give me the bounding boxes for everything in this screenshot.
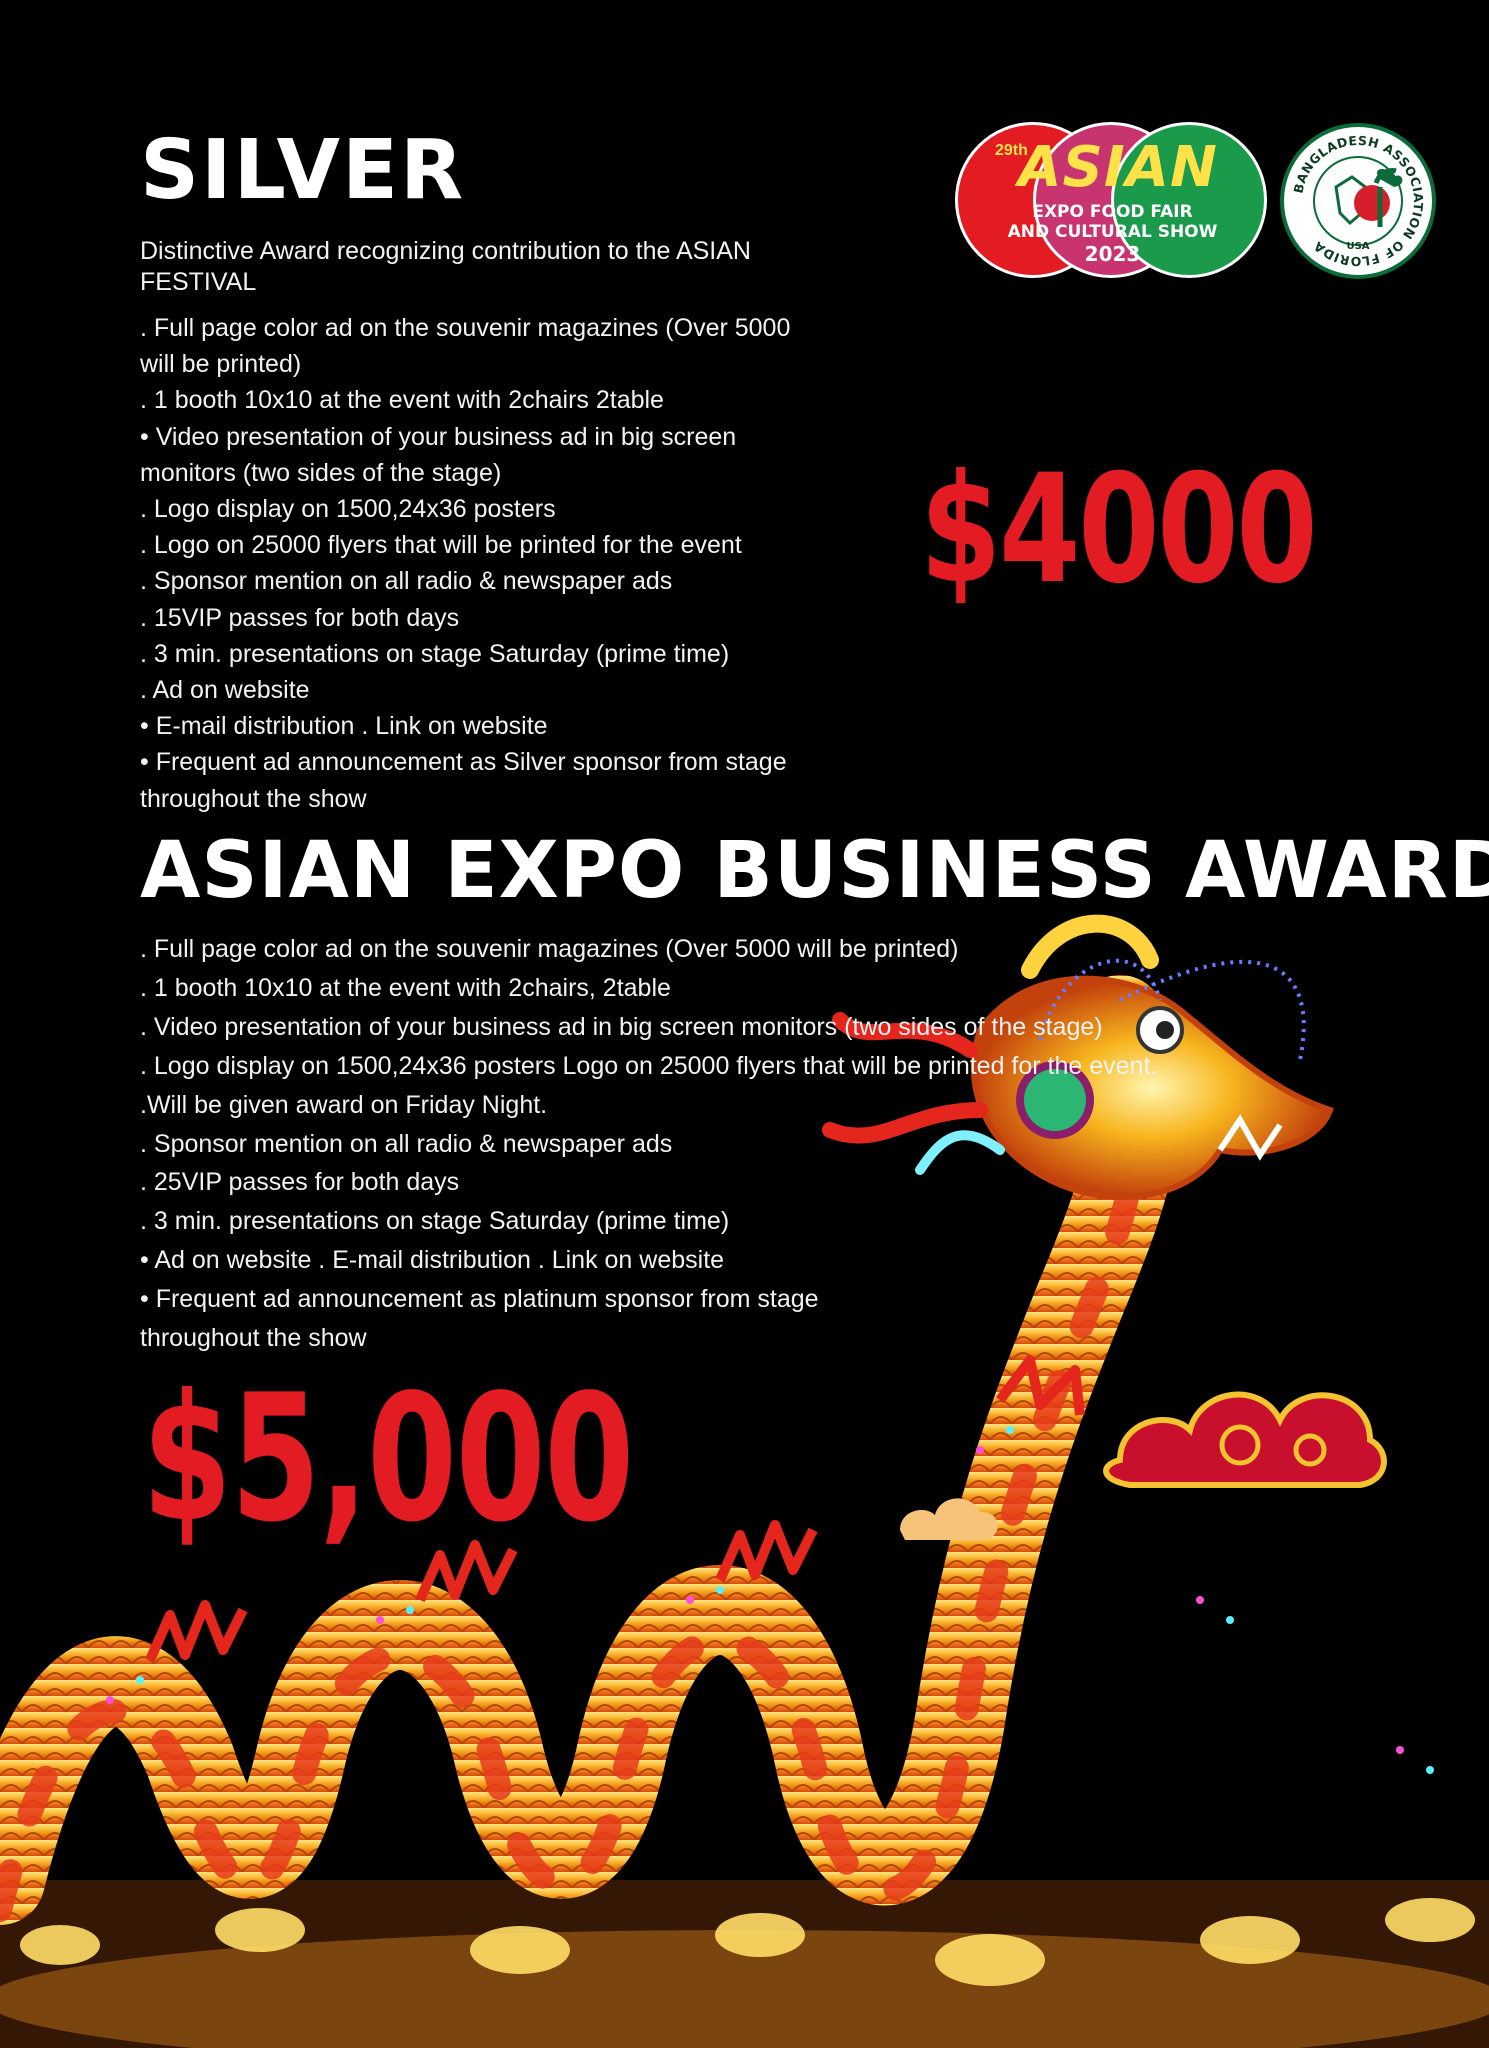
- silver-subtitle: Distinctive Award recognizing contributi…: [140, 237, 751, 296]
- list-item: . Full page color ad on the souvenir mag…: [140, 314, 791, 379]
- svg-text:USA: USA: [1346, 241, 1369, 252]
- list-item: . Logo display on 1500,24x36 posters Log…: [140, 1051, 1158, 1080]
- list-item: . Logo on 25000 flyers that will be prin…: [140, 531, 742, 560]
- list-item: • E-mail distribution . Link on website: [140, 712, 548, 741]
- list-item: • Frequent ad announcement as platinum s…: [140, 1285, 819, 1353]
- list-item: . 25VIP passes for both days: [140, 1168, 460, 1197]
- logo-circle-green: [1111, 122, 1267, 278]
- silver-price: $4000: [920, 443, 1318, 617]
- business-award-title: ASIAN EXPO BUSINESS AWARD: [140, 826, 1489, 916]
- list-item: • Frequent ad announcement as Silver spo…: [140, 748, 787, 813]
- list-item: . Sponsor mention on all radio & newspap…: [140, 567, 673, 596]
- asian-expo-logo: 29th ASIAN EXPO FOOD FAIR AND CULTURAL S…: [955, 122, 1270, 280]
- list-item: . 3 min. presentations on stage Saturday…: [140, 1207, 730, 1236]
- list-item: . Full page color ad on the souvenir mag…: [140, 935, 959, 963]
- list-item: . 3 min. presentations on stage Saturday…: [140, 639, 730, 668]
- silver-benefits-list: . Full page color ad on the souvenir mag…: [140, 310, 820, 817]
- silver-title: SILVER: [140, 123, 466, 218]
- association-seal-icon: BANGLADESH ASSOCIATION OF FLORIDA USA: [1288, 131, 1428, 271]
- list-item: • Ad on website . E-mail distribution . …: [140, 1246, 725, 1275]
- list-item: .Will be given award on Friday Night.: [140, 1090, 548, 1119]
- logo-line1: EXPO FOOD FAIR: [1032, 202, 1193, 222]
- logo-edition: 29th: [995, 142, 1028, 159]
- logo-year: 2023: [1084, 242, 1141, 266]
- business-award-price: $5,000: [142, 1358, 634, 1561]
- list-item: . 1 booth 10x10 at the event with 2chair…: [140, 973, 671, 1002]
- list-item: • Video presentation of your business ad…: [140, 422, 737, 487]
- list-item: . Logo display on 1500,24x36 posters: [140, 495, 556, 524]
- list-item: . Video presentation of your business ad…: [140, 1012, 1103, 1041]
- bangladesh-association-logo: BANGLADESH ASSOCIATION OF FLORIDA USA: [1280, 123, 1436, 279]
- list-item: . 1 booth 10x10 at the event with 2chair…: [140, 386, 664, 415]
- list-item: . Sponsor mention on all radio & newspap…: [140, 1129, 673, 1158]
- logo-line2: AND CULTURAL SHOW: [1007, 222, 1218, 242]
- list-item: . Ad on website: [140, 676, 310, 705]
- business-award-benefits-list: . Full page color ad on the souvenir mag…: [140, 930, 1290, 1358]
- logo-name: ASIAN: [1018, 135, 1218, 200]
- list-item: . 15VIP passes for both days: [140, 603, 460, 632]
